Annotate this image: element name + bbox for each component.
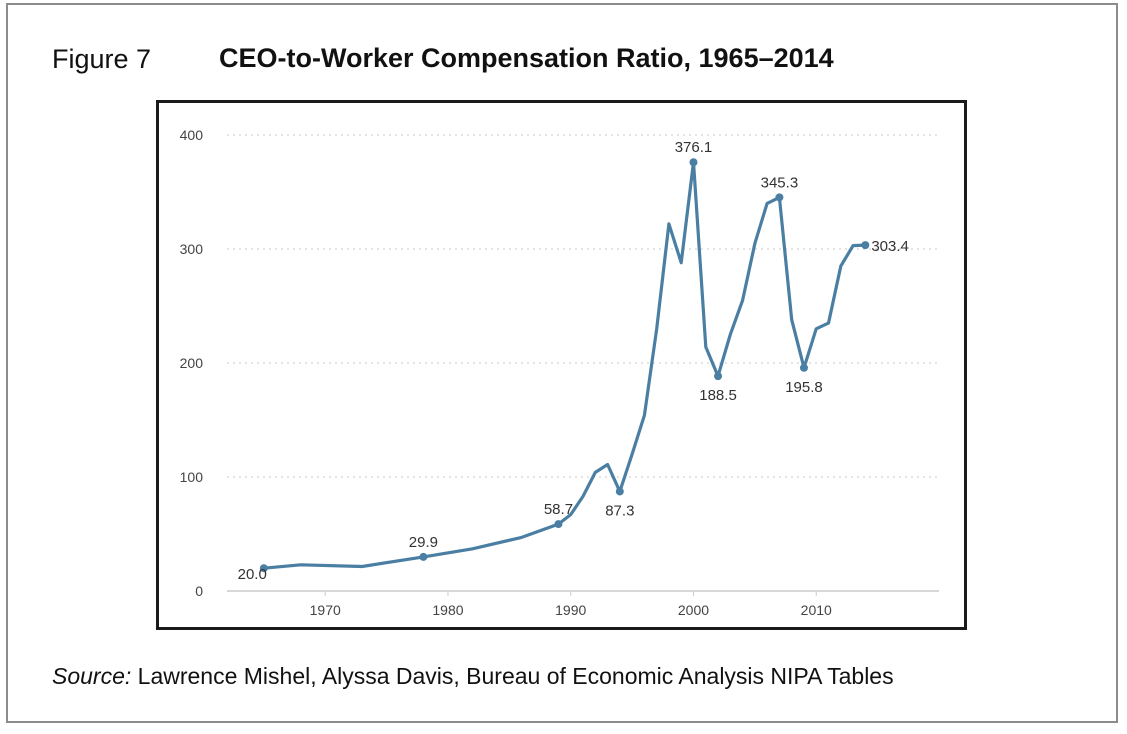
data-label: 303.4 [871,238,909,255]
data-label: 345.3 [761,174,799,191]
y-tick-label: 0 [195,583,203,599]
x-tick-label: 1970 [310,602,341,618]
y-tick-label: 400 [180,127,204,143]
series-line [262,160,867,570]
chart-area: 0 100 200 300 400 1970 1980 1990 2000 2010 20.0 29.… [156,100,967,630]
source-note: Source: Lawrence Mishel, Alyssa Davis, B… [52,663,894,690]
data-point-marker [615,487,624,496]
data-label: 376.1 [675,139,713,156]
x-tick-label: 1980 [432,602,463,618]
data-point-marker [775,193,784,202]
data-label: 195.8 [785,379,823,396]
data-point-marker [714,372,723,381]
line-chart: 0 100 200 300 400 1970 1980 1990 2000 2010 20.0 29.… [180,127,939,618]
x-tick-label: 1990 [555,602,586,618]
figure-label: Figure 7 [52,44,152,74]
data-point-marker [861,241,870,250]
chart-title: CEO-to-Worker Compensation Ratio, 1965–2… [219,43,834,73]
data-label: 20.0 [238,566,267,583]
data-label: 188.5 [699,387,737,404]
data-point-marker [799,363,808,372]
data-point-marker [259,564,268,573]
data-label: 58.7 [544,501,573,518]
x-tick-label: 2010 [801,602,832,618]
data-label: 87.3 [605,502,634,519]
data-point-marker [554,520,563,529]
source-lead: Source: [52,663,132,689]
data-label: 29.9 [409,534,438,551]
data-point-marker [689,158,698,167]
y-tick-label: 200 [180,355,204,371]
y-tick-label: 300 [180,241,204,257]
x-tick-label: 2000 [678,602,709,618]
data-point-marker [419,552,428,561]
source-text: Lawrence Mishel, Alyssa Davis, Bureau of… [131,663,894,689]
y-tick-label: 100 [180,469,204,485]
